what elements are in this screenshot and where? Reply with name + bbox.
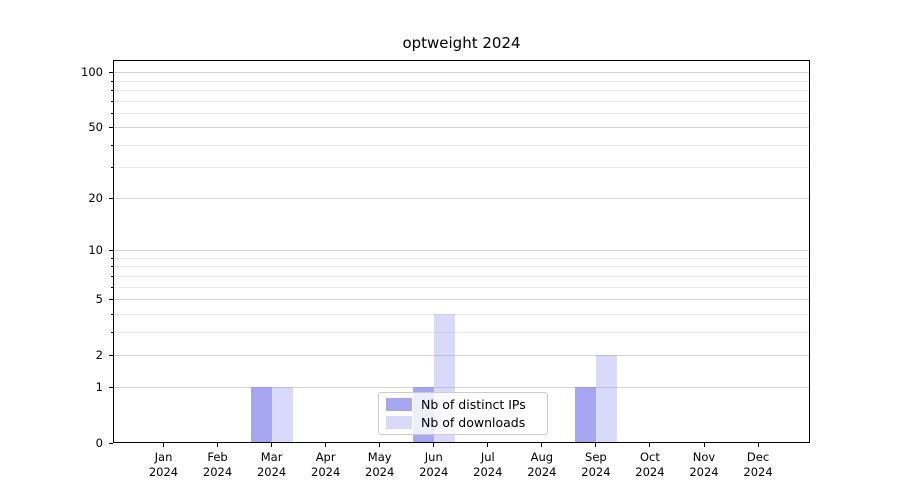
gridline-minor — [114, 314, 809, 315]
y-tick-mark — [108, 198, 113, 199]
y-tick-mark — [108, 72, 113, 73]
gridline-minor — [114, 81, 809, 82]
bar-mar-downloads — [272, 387, 293, 442]
gridline-minor — [114, 258, 809, 259]
x-tick-mark — [217, 443, 219, 447]
x-tick-label: Jan 2024 — [148, 450, 179, 479]
x-tick-mark — [433, 443, 435, 447]
x-tick-mark — [703, 443, 705, 447]
y-minor-tick-mark — [110, 101, 113, 102]
y-minor-tick-mark — [110, 258, 113, 259]
x-tick-mark — [379, 443, 381, 447]
gridline-major — [114, 127, 809, 128]
gridline-major — [114, 250, 809, 251]
x-tick-label: Dec 2024 — [743, 450, 773, 479]
y-minor-tick-mark — [110, 113, 113, 114]
y-minor-tick-mark — [110, 145, 113, 146]
y-minor-tick-mark — [110, 287, 113, 288]
y-minor-tick-mark — [110, 332, 113, 333]
y-minor-tick-mark — [110, 276, 113, 277]
legend-label-downloads: Nb of downloads — [421, 414, 526, 430]
x-tick-label: Jun 2024 — [419, 450, 449, 479]
legend-swatch-distinct-ips-icon — [386, 398, 412, 411]
x-tick-label: Sep 2024 — [581, 450, 611, 479]
x-tick-label: Apr 2024 — [311, 450, 341, 479]
y-minor-tick-mark — [110, 81, 113, 82]
x-tick-mark — [325, 443, 327, 447]
legend-label-distinct-ips: Nb of distinct IPs — [421, 396, 526, 412]
chart-title: optweight 2024 — [402, 34, 521, 52]
y-tick-mark — [108, 299, 113, 300]
gridline-minor — [114, 145, 809, 146]
x-tick-mark — [649, 443, 651, 447]
y-minor-tick-mark — [110, 266, 113, 267]
x-tick-label: May 2024 — [365, 450, 395, 479]
gridline-minor — [114, 90, 809, 91]
y-tick-mark — [108, 250, 113, 251]
y-tick-mark — [108, 387, 113, 388]
y-tick-label: 5 — [95, 292, 103, 306]
y-tick-label: 1 — [95, 380, 103, 394]
x-tick-mark — [487, 443, 489, 447]
y-minor-tick-mark — [110, 167, 113, 168]
gridline-minor — [114, 266, 809, 267]
x-tick-label: Mar 2024 — [256, 450, 287, 479]
y-tick-mark — [108, 127, 113, 128]
gridline-minor — [114, 113, 809, 114]
legend: Nb of distinct IPs Nb of downloads — [378, 392, 548, 435]
x-tick-label: Nov 2024 — [689, 450, 719, 479]
y-tick-label: 10 — [88, 243, 103, 257]
gridline-minor — [114, 276, 809, 277]
x-tick-label: Oct 2024 — [635, 450, 665, 479]
bar-mar-ips — [251, 387, 272, 442]
gridline-major — [114, 72, 809, 73]
y-minor-tick-mark — [110, 314, 113, 315]
x-tick-label: Jul 2024 — [473, 450, 503, 479]
y-tick-mark — [108, 443, 113, 444]
gridline-major — [114, 198, 809, 199]
y-minor-tick-mark — [110, 90, 113, 91]
legend-row-downloads: Nb of downloads — [386, 414, 539, 430]
legend-row-distinct-ips: Nb of distinct IPs — [386, 396, 539, 412]
x-tick-label: Feb 2024 — [202, 450, 233, 479]
y-tick-label: 100 — [81, 65, 103, 79]
gridline-major — [114, 387, 809, 388]
gridline-major — [114, 355, 809, 356]
legend-swatch-downloads-icon — [386, 416, 412, 429]
y-tick-label: 20 — [88, 191, 103, 205]
x-tick-label: Aug 2024 — [527, 450, 557, 479]
x-tick-mark — [595, 443, 597, 447]
gridline-major — [114, 299, 809, 300]
gridline-minor — [114, 287, 809, 288]
x-tick-mark — [163, 443, 164, 447]
plot-area — [113, 60, 810, 443]
x-tick-mark — [541, 443, 543, 447]
bar-sep-ips — [575, 387, 596, 442]
y-tick-label: 2 — [95, 348, 103, 362]
y-tick-mark — [108, 355, 113, 356]
gridline-minor — [114, 167, 809, 168]
x-tick-mark — [757, 443, 759, 447]
bar-sep-downloads — [596, 355, 617, 442]
gridline-minor — [114, 332, 809, 333]
x-tick-mark — [271, 443, 273, 447]
y-tick-label: 50 — [88, 120, 103, 134]
gridline-minor — [114, 101, 809, 102]
y-tick-label: 0 — [95, 436, 103, 450]
